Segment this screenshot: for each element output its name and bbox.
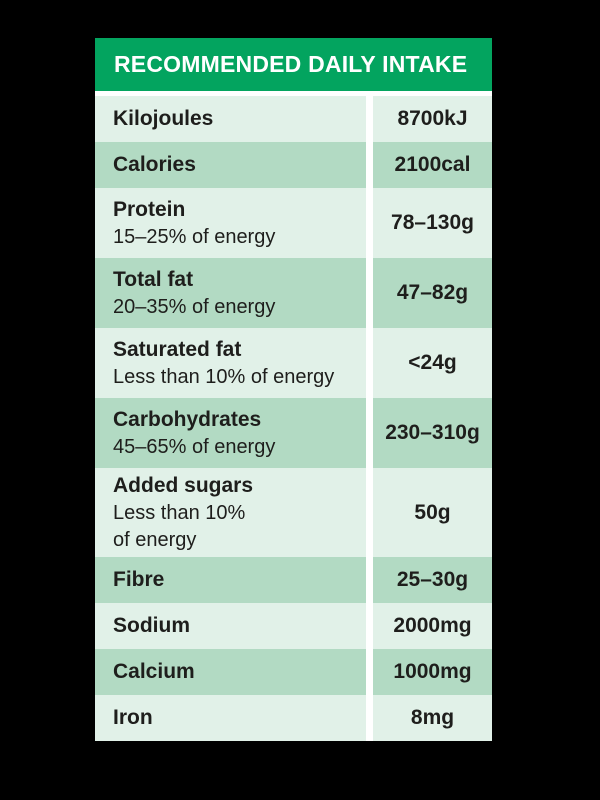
nutrient-note: 15–25% of energy xyxy=(113,225,276,248)
nutrient-name: Total fat xyxy=(113,267,194,291)
nutrient-value: 2100cal xyxy=(373,142,492,188)
column-divider xyxy=(366,468,373,557)
table-row: Carbohydrates 45–65% of energy 230–310g xyxy=(95,398,492,468)
column-divider xyxy=(366,603,373,649)
nutrient-name: Calories xyxy=(113,153,196,176)
nutrient-label-cell: Sodium xyxy=(95,603,366,649)
nutrient-value: 50g xyxy=(373,468,492,557)
nutrient-label-cell: Saturated fat Less than 10% of energy xyxy=(95,328,366,398)
column-divider xyxy=(366,398,373,468)
table-title: RECOMMENDED DAILY INTAKE xyxy=(114,51,468,77)
nutrient-label-cell: Protein 15–25% of energy xyxy=(95,188,366,258)
table-row: Added sugars Less than 10% of energy 50g xyxy=(95,468,492,557)
nutrient-note: Less than 10% of energy xyxy=(113,365,335,388)
column-divider xyxy=(366,188,373,258)
nutrient-label-cell: Calories xyxy=(95,142,366,188)
nutrient-name: Added sugars xyxy=(113,473,254,497)
column-divider xyxy=(366,258,373,328)
nutrition-table: RECOMMENDED DAILY INTAKE Kilojoules 8700… xyxy=(95,38,492,741)
nutrient-name: Carbohydrates xyxy=(113,407,262,431)
nutrient-name: Protein xyxy=(113,197,186,221)
column-divider xyxy=(366,695,373,741)
nutrient-value: 25–30g xyxy=(373,557,492,603)
table-row: Fibre 25–30g xyxy=(95,557,492,603)
nutrient-label-cell: Total fat 20–35% of energy xyxy=(95,258,366,328)
column-divider xyxy=(366,142,373,188)
nutrient-note: 45–65% of energy xyxy=(113,435,276,458)
table-body: Kilojoules 8700kJ Calories 2100cal Prote… xyxy=(95,96,492,741)
column-divider xyxy=(366,557,373,603)
nutrient-name: Sodium xyxy=(113,614,190,637)
nutrient-value: 47–82g xyxy=(373,258,492,328)
nutrient-value: 8700kJ xyxy=(373,96,492,142)
nutrient-label-cell: Kilojoules xyxy=(95,96,366,142)
header-divider xyxy=(95,91,492,96)
table-row: Total fat 20–35% of energy 47–82g xyxy=(95,258,492,328)
nutrient-note: Less than 10% of energy xyxy=(113,501,246,551)
nutrient-value: 8mg xyxy=(373,695,492,741)
table-row: Protein 15–25% of energy 78–130g xyxy=(95,188,492,258)
column-divider xyxy=(366,649,373,695)
nutrient-label-cell: Added sugars Less than 10% of energy xyxy=(95,468,366,557)
nutrient-value: 230–310g xyxy=(373,398,492,468)
nutrient-note: 20–35% of energy xyxy=(113,295,276,318)
column-divider xyxy=(366,96,373,142)
nutrient-value: 1000mg xyxy=(373,649,492,695)
table-row: Saturated fat Less than 10% of energy <2… xyxy=(95,328,492,398)
nutrient-name: Iron xyxy=(113,706,153,729)
nutrient-label-cell: Iron xyxy=(95,695,366,741)
nutrient-label-cell: Carbohydrates 45–65% of energy xyxy=(95,398,366,468)
nutrient-name: Saturated fat xyxy=(113,337,242,361)
table-row: Kilojoules 8700kJ xyxy=(95,96,492,142)
nutrient-label-cell: Fibre xyxy=(95,557,366,603)
nutrient-value: <24g xyxy=(373,328,492,398)
table-row: Calories 2100cal xyxy=(95,142,492,188)
table-row: Sodium 2000mg xyxy=(95,603,492,649)
nutrient-name: Fibre xyxy=(113,568,165,591)
table-row: Calcium 1000mg xyxy=(95,649,492,695)
nutrient-value: 2000mg xyxy=(373,603,492,649)
nutrient-label-cell: Calcium xyxy=(95,649,366,695)
nutrient-name: Calcium xyxy=(113,660,195,683)
column-divider xyxy=(366,328,373,398)
nutrient-name: Kilojoules xyxy=(113,107,214,130)
table-row: Iron 8mg xyxy=(95,695,492,741)
nutrient-value: 78–130g xyxy=(373,188,492,258)
table-header: RECOMMENDED DAILY INTAKE xyxy=(95,38,492,91)
